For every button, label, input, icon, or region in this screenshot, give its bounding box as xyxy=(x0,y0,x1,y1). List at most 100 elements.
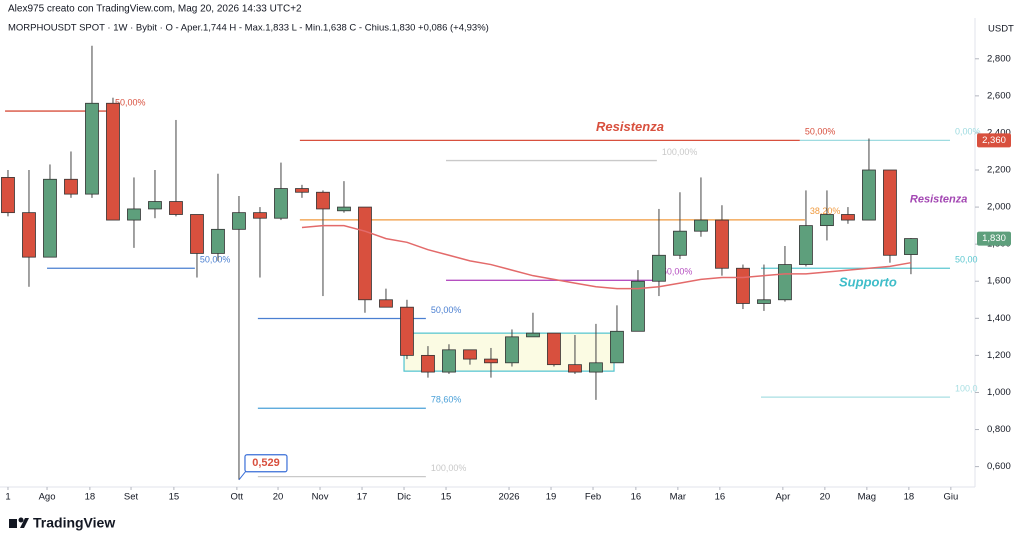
level-label: 50,00% xyxy=(431,305,462,315)
x-tick-label: Apr xyxy=(775,492,790,503)
candle-body xyxy=(106,102,120,221)
candle-body xyxy=(442,349,456,373)
x-tick-label: 16 xyxy=(715,492,726,503)
y-tick-label: 0,800 xyxy=(987,424,1011,435)
x-tick-label: 18 xyxy=(85,492,96,503)
y-tick-label: 0,600 xyxy=(987,461,1011,472)
candle-body xyxy=(883,169,897,256)
candle-body xyxy=(715,219,729,269)
candle-body xyxy=(568,364,582,373)
y-tick-label: 2,000 xyxy=(987,202,1011,213)
candle-body xyxy=(904,238,918,255)
candle-body xyxy=(631,280,645,332)
level-label: 50,00% xyxy=(662,267,693,277)
x-tick-label: Feb xyxy=(585,492,601,503)
candle-body xyxy=(862,169,876,221)
candle-body xyxy=(148,201,162,210)
candle-body xyxy=(421,354,435,373)
level-label: 100,0 xyxy=(955,383,978,393)
x-tick-label: Ott xyxy=(231,492,244,503)
candle-body xyxy=(211,228,225,254)
candle-body xyxy=(841,214,855,221)
candle-body xyxy=(169,201,183,215)
callout-label: 0,529 xyxy=(252,457,280,469)
candle-body xyxy=(358,206,372,301)
x-tick-label: 18 xyxy=(904,492,915,503)
moving-average xyxy=(301,224,912,290)
candle-body xyxy=(295,188,309,193)
candle-body xyxy=(673,230,687,256)
candle-body xyxy=(253,212,267,219)
candle-body xyxy=(589,362,603,373)
y-tick-label: 1,600 xyxy=(987,276,1011,287)
x-tick-label: 17 xyxy=(357,492,368,503)
candle-body xyxy=(736,267,750,304)
candle-body xyxy=(820,214,834,227)
candle-body xyxy=(463,349,477,360)
x-tick-label: 20 xyxy=(273,492,284,503)
x-tick-label: 1 xyxy=(5,492,10,503)
x-tick-label: Mar xyxy=(670,492,686,503)
level-label: 50,00% xyxy=(805,127,836,137)
y-tick-label: 2,400 xyxy=(987,127,1011,138)
candle-body xyxy=(1,177,15,214)
note: Supporto xyxy=(839,275,897,290)
logo-mark xyxy=(20,518,29,528)
candle-body xyxy=(484,358,498,364)
candle-body xyxy=(694,219,708,232)
level-label: 0,00% xyxy=(955,127,981,137)
candle-body xyxy=(190,214,204,254)
candle-body xyxy=(127,208,141,221)
x-tick-label: 15 xyxy=(441,492,452,503)
level-label: 38,20% xyxy=(810,206,841,216)
level-label: 50,00% xyxy=(200,255,231,265)
candle-body xyxy=(400,306,414,356)
x-tick-label: Giu xyxy=(943,492,958,503)
candle-body xyxy=(274,188,288,219)
level-label: 100,00% xyxy=(662,147,698,157)
price-tag-label: 2,360 xyxy=(982,135,1006,146)
y-unit: USDT xyxy=(988,24,1014,35)
candle-body xyxy=(232,212,246,230)
candle-body xyxy=(526,332,540,338)
candle-body xyxy=(610,330,624,364)
candle-body xyxy=(316,191,330,210)
x-tick-label: 16 xyxy=(631,492,642,503)
credit: Alex975 creato con TradingView.com, Mag … xyxy=(8,4,302,15)
y-tick-label: 2,600 xyxy=(987,90,1011,101)
candle-body xyxy=(85,102,99,195)
price-tag xyxy=(977,231,1011,246)
y-tick-label: 1,200 xyxy=(987,350,1011,361)
note: Resistenza xyxy=(596,119,664,134)
x-tick-label: Dic xyxy=(397,492,411,503)
note: Resistenza xyxy=(910,194,967,206)
candle-body xyxy=(22,212,36,258)
x-tick-label: Nov xyxy=(312,492,329,503)
chart-title: MORPHOUSDT SPOT · 1W · Bybit · O - Aper.… xyxy=(8,23,489,34)
candle-body xyxy=(505,336,519,364)
candle-body xyxy=(43,178,57,258)
price-tag-label: 1,830 xyxy=(982,233,1006,244)
y-tick-label: 2,800 xyxy=(987,53,1011,64)
brand: TradingView xyxy=(33,515,115,531)
candle-body xyxy=(757,299,771,304)
logo-mark xyxy=(18,517,24,523)
x-tick-label: 2026 xyxy=(498,492,519,503)
candle-body xyxy=(379,299,393,308)
logo-mark xyxy=(9,519,17,528)
y-tick-label: 1,400 xyxy=(987,313,1011,324)
x-tick-label: 20 xyxy=(820,492,831,503)
level-label: 100,00% xyxy=(431,463,467,473)
level-label: 50,00 xyxy=(955,255,978,265)
level-label: 50,00% xyxy=(115,97,146,107)
logo: TradingView xyxy=(9,515,115,531)
y-tick-label: 1,000 xyxy=(987,387,1011,398)
x-tick-label: 15 xyxy=(169,492,180,503)
x-tick-label: Ago xyxy=(39,492,56,503)
price-tag xyxy=(977,133,1011,148)
candle-body xyxy=(337,206,351,212)
level-label: 78,60% xyxy=(431,395,462,405)
x-tick-label: Mag xyxy=(858,492,876,503)
candle-body xyxy=(652,254,666,282)
